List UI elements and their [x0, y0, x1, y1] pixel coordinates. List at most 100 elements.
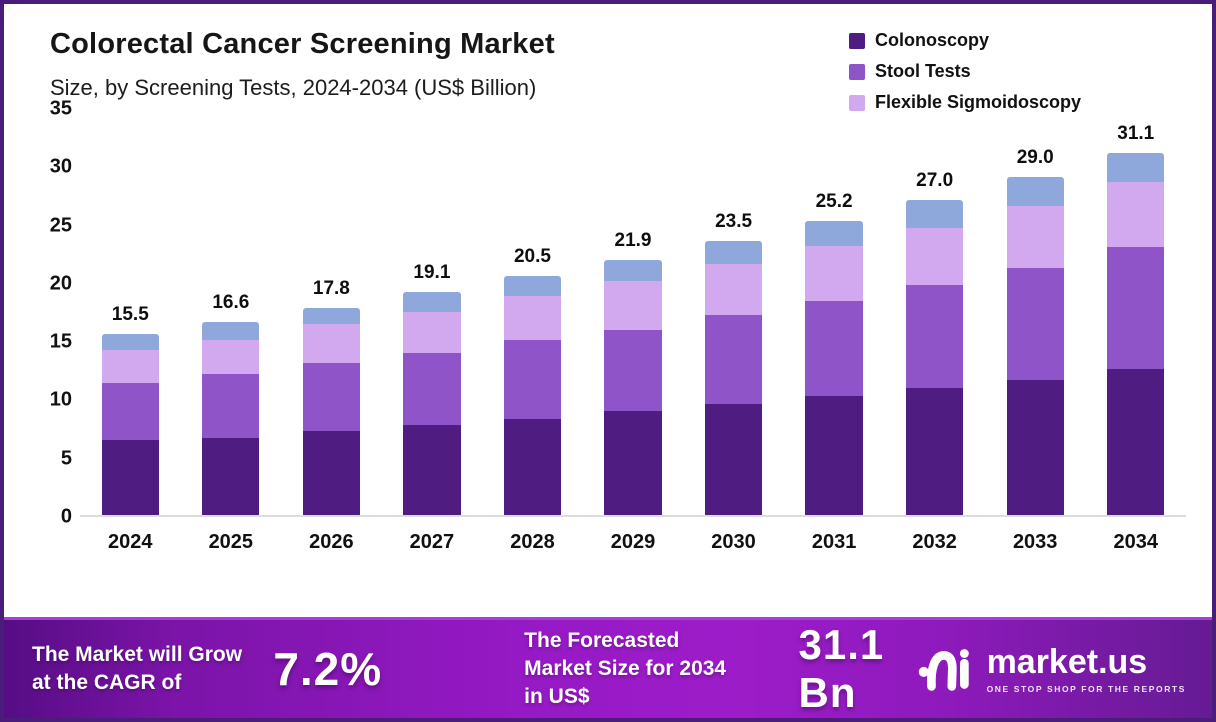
bar-column: 20.5: [482, 109, 583, 515]
bar-segment-top: [202, 321, 260, 341]
bar-stack: [604, 259, 662, 515]
x-tick-label: 2032: [912, 531, 957, 553]
y-tick-label: 20: [49, 272, 72, 295]
bar-total-label: 29.0: [1016, 146, 1054, 168]
bar-segment-Flexible Sigmoidoscopy: [101, 349, 159, 384]
brand-block: market.us ONE STOP SHOP FOR THE REPORTS: [917, 641, 1186, 697]
legend-label: Colonoscopy: [875, 30, 990, 50]
chart-subtitle: Size, by Screening Tests, 2024-2034 (US$…: [50, 75, 537, 100]
bar-segment-Flexible Sigmoidoscopy: [302, 323, 361, 364]
bar-segment-Stool Tests: [302, 363, 361, 432]
y-tick-label: 0: [60, 505, 72, 528]
bar-segment-Colonoscopy: [1107, 369, 1165, 515]
bar-total-label: 23.5: [715, 211, 753, 233]
legend-item: Colonoscopy: [849, 30, 1081, 51]
bar-total-label: 21.9: [614, 229, 652, 251]
bar-segment-top: [604, 259, 662, 281]
bar-stack: [906, 200, 964, 515]
bar-segment-Colonoscopy: [302, 431, 361, 515]
bar-total-label: 17.8: [312, 277, 350, 299]
bar-segment-top: [906, 200, 964, 229]
bar-column: 25.2: [784, 109, 885, 515]
bar-segment-Flexible Sigmoidoscopy: [805, 245, 863, 301]
x-tick-label: 2029: [610, 531, 656, 553]
bar-column: 16.6: [181, 109, 282, 515]
bar-segment-Colonoscopy: [101, 440, 159, 515]
bar-total-label: 25.2: [815, 191, 853, 213]
bar-segment-Stool Tests: [704, 314, 763, 405]
legend-label: Flexible Sigmoidoscopy: [875, 92, 1082, 112]
cagr-value: 7.2%: [273, 643, 383, 695]
bar-segment-Colonoscopy: [403, 425, 461, 515]
marketus-logo-icon: [918, 649, 969, 691]
bar-stack: [101, 334, 159, 515]
bar-segment-Flexible Sigmoidoscopy: [604, 280, 662, 330]
y-tick-label: 15: [49, 330, 72, 353]
bar-stack: [704, 241, 763, 515]
y-tick-label: 25: [49, 214, 72, 237]
bar-segment-top: [503, 276, 562, 296]
x-tick-label: 2024: [108, 531, 153, 553]
x-tick-label: 2025: [208, 531, 254, 553]
y-tick-label: 10: [49, 388, 72, 411]
bar-segment-Colonoscopy: [704, 404, 763, 515]
bar-total-label: 19.1: [413, 262, 451, 284]
bar-stack: [202, 321, 260, 515]
bar-segment-Flexible Sigmoidoscopy: [503, 295, 562, 341]
chart-area: 0 5 10 15 20 25 30 35 15.5 16.6 17.8 19.1 20.5 21.9 2…: [4, 98, 1212, 528]
brand-name: market.us: [986, 642, 1148, 681]
bar-segment-Colonoscopy: [503, 419, 562, 515]
bar-column: 15.5: [80, 109, 181, 515]
bar-segment-Stool Tests: [906, 285, 964, 388]
bar-column: 23.5: [683, 109, 784, 515]
bar-segment-Colonoscopy: [202, 438, 260, 515]
bar-segment-Stool Tests: [1006, 267, 1064, 380]
x-tick-label: 2027: [409, 531, 455, 553]
bar-segment-Stool Tests: [604, 329, 662, 412]
legend-item: Flexible Sigmoidoscopy: [849, 92, 1081, 113]
bar-total-label: 20.5: [513, 246, 551, 268]
bar-stack: [805, 221, 863, 515]
bar-segment-Stool Tests: [503, 340, 562, 420]
bar-total-label: 16.6: [212, 291, 250, 313]
brand-text: market.us ONE STOP SHOP FOR THE REPORTS: [987, 645, 1186, 694]
bar-segment-top: [101, 334, 159, 350]
x-tick-label: 2026: [309, 531, 354, 553]
page-title: Colorectal Cancer Screening Market: [50, 28, 555, 60]
bar-column: 21.9: [583, 109, 684, 515]
bar-segment-Colonoscopy: [1006, 379, 1064, 515]
bar-segment-top: [704, 241, 763, 265]
x-axis-labels: 2024 2025 2026 2027 2028 2029 2030 2031 2032 2033…: [4, 517, 1212, 554]
bar-segment-Stool Tests: [1107, 246, 1165, 370]
bar-segment-Stool Tests: [202, 373, 260, 439]
chart-header: Colorectal Cancer Screening Market Size,…: [4, 4, 1212, 101]
y-tick-label: 30: [49, 155, 72, 178]
legend-item: Stool Tests: [849, 61, 1081, 82]
x-tick-label: 2028: [510, 531, 555, 553]
bar-segment-Colonoscopy: [604, 411, 662, 515]
y-tick-label: 5: [60, 447, 72, 470]
x-tick-label: 2030: [711, 531, 756, 553]
bar-segment-top: [302, 307, 361, 324]
bar-stack: [503, 276, 562, 515]
bar-segment-Flexible Sigmoidoscopy: [403, 312, 461, 353]
x-tick-label: 2034: [1113, 531, 1158, 553]
bar-segment-Stool Tests: [101, 383, 159, 441]
legend-swatch-icon: [849, 32, 865, 49]
bar-stack: [302, 307, 361, 515]
bar-segment-top: [1006, 176, 1064, 207]
bar-total-label: 31.1: [1117, 122, 1155, 144]
bar-segment-Flexible Sigmoidoscopy: [704, 264, 763, 315]
x-tick-label: 2031: [811, 531, 857, 553]
bar-column: 17.8: [281, 109, 382, 515]
bar-segment-Colonoscopy: [805, 396, 863, 515]
cagr-label: The Market will Grow at the CAGR of: [32, 643, 243, 694]
bar-segment-Stool Tests: [403, 352, 461, 426]
legend-swatch-icon: [849, 63, 865, 80]
x-tick-label: 2033: [1012, 531, 1058, 553]
forecast-label: The Forecasted Market Size for 2034 in U…: [524, 629, 727, 708]
bar-segment-Stool Tests: [805, 300, 863, 397]
bar-column: 29.0: [985, 109, 1086, 515]
legend-label: Stool Tests: [875, 61, 971, 81]
